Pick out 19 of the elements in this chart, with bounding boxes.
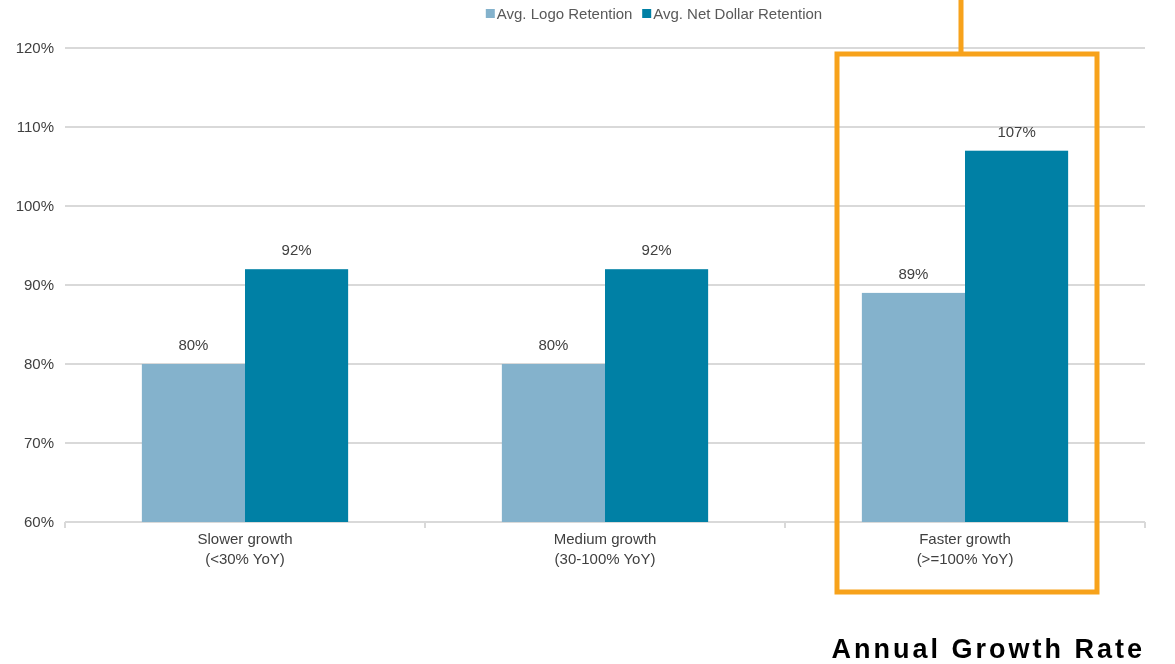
- x-tick-label: Medium growth (30-100% YoY): [553, 530, 657, 567]
- legend-label: Avg. Logo Retention: [496, 5, 633, 22]
- data-label: 80%: [178, 336, 209, 353]
- y-tick-label: 80%: [23, 355, 54, 372]
- x-axis-title: Annual Growth Rate: [831, 634, 1145, 664]
- data-label: 89%: [898, 264, 929, 282]
- y-tick-label: 120%: [15, 39, 54, 56]
- y-tick-label: 90%: [23, 276, 54, 293]
- y-tick-label: 110%: [16, 118, 54, 135]
- x-tick-label: Faster growth (>=100% YoY): [916, 530, 1014, 567]
- data-label: 80%: [538, 336, 569, 353]
- y-tick-label: 60%: [23, 513, 54, 530]
- y-tick-label: 100%: [15, 197, 54, 214]
- data-label: 92%: [641, 241, 672, 259]
- x-tick-label: Slower growth (<30% YoY): [197, 530, 293, 567]
- legend-label: Avg. Net Dollar Retention: [653, 5, 823, 22]
- y-tick-label: 70%: [23, 434, 54, 451]
- data-label: 107%: [997, 122, 1036, 140]
- data-label: 92%: [281, 241, 312, 259]
